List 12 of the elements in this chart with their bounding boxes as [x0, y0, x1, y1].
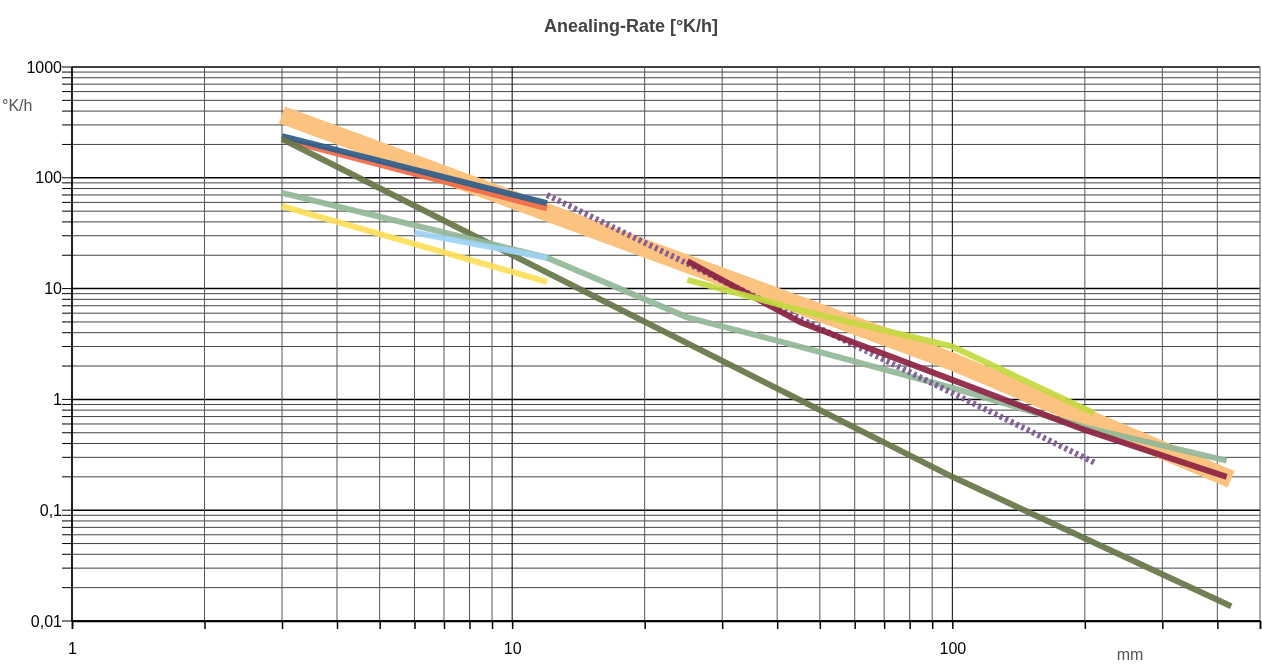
x-tick-label: 10: [503, 640, 522, 658]
y-tick-label: 0,1: [39, 501, 63, 519]
y-tick-label: 100: [35, 169, 63, 187]
x-tick-label: 1: [68, 640, 78, 658]
chart-title: Anealing-Rate [°K/h]: [543, 16, 719, 36]
y-tick-label: 10: [44, 280, 63, 298]
x-tick-label: 100: [939, 640, 967, 658]
y-tick-label: 1: [53, 391, 63, 408]
x-axis-title: mm: [1116, 646, 1144, 663]
y-tick-label: 0,01: [30, 612, 63, 630]
y-axis-title: °K/h: [2, 97, 33, 114]
y-tick-label: 1000: [26, 58, 63, 76]
